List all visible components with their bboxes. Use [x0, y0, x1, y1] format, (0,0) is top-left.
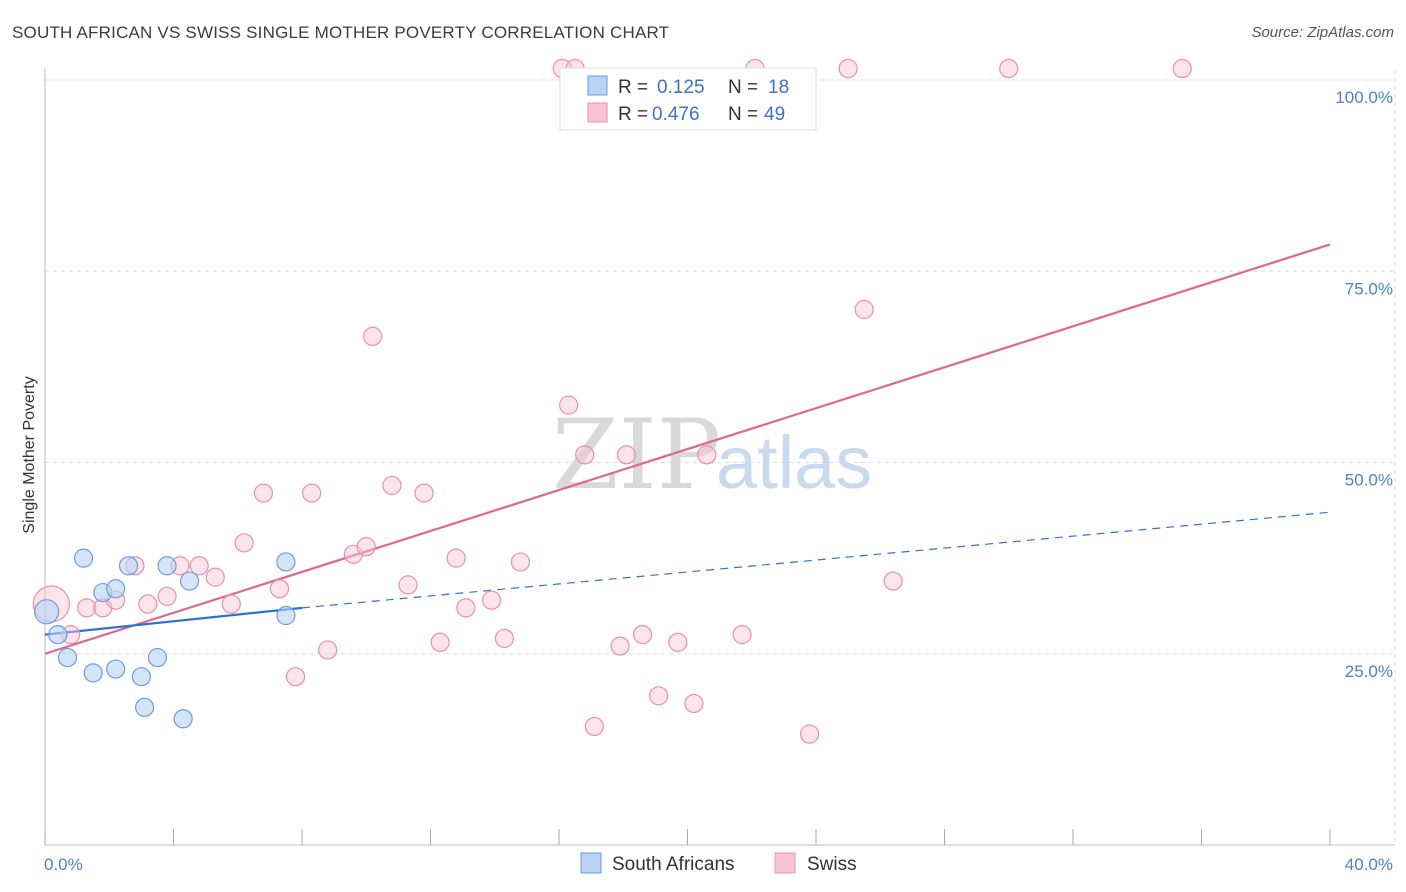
x-tick-label-min: 0.0% — [44, 855, 83, 874]
y-tick-label-50: 50.0% — [1345, 471, 1393, 490]
bottom-legend-south-africans: South Africans — [612, 854, 735, 875]
point-swiss-20 — [363, 326, 383, 346]
source-label: Source: ZipAtlas.com — [1251, 24, 1394, 41]
point-south-africans-9 — [131, 667, 151, 687]
point-swiss-14 — [269, 579, 290, 599]
legend-r-label-1: R = — [618, 77, 648, 98]
point-swiss-16 — [302, 483, 322, 503]
bottom-legend-swatch-swiss — [774, 852, 796, 874]
y-tick-label-75: 75.0% — [1345, 279, 1393, 298]
point-south-africans-15 — [276, 552, 296, 572]
point-south-africans-4 — [83, 663, 103, 683]
trend-lines — [44, 243, 1331, 655]
point-south-africans-14 — [179, 571, 200, 591]
legend-n-label-2: N = — [728, 104, 758, 125]
point-swiss-23 — [414, 483, 434, 503]
legend: R = 0.125 N = 18 R = 0.476 N = 49 — [559, 67, 817, 131]
point-swiss-24 — [430, 632, 450, 652]
point-swiss-27 — [481, 590, 502, 610]
tick-labels: 25.0% 50.0% 75.0% 100.0% 0.0% 40.0% — [44, 88, 1393, 874]
point-swiss-38 — [648, 686, 669, 706]
legend-r-value-1: 0.125 — [657, 77, 705, 98]
point-south-africans-12 — [157, 556, 177, 576]
point-swiss-2 — [77, 598, 97, 618]
point-swiss-47 — [883, 571, 903, 591]
point-swiss-17 — [318, 640, 338, 660]
point-south-africans-3 — [73, 548, 94, 568]
point-swiss-30 — [559, 395, 579, 415]
point-swiss-42 — [732, 625, 752, 645]
point-swiss-44 — [799, 724, 820, 744]
point-south-africans-0 — [34, 599, 60, 625]
trend-line-swiss — [44, 243, 1331, 655]
bottom-legend-swiss: Swiss — [807, 854, 857, 875]
point-swiss-37 — [632, 625, 653, 645]
point-swiss-45 — [838, 58, 858, 79]
point-swiss-49 — [1172, 58, 1192, 79]
point-swiss-10 — [205, 567, 225, 587]
y-axis-label: Single Mother Poverty — [21, 376, 38, 533]
data-points — [32, 58, 1192, 744]
point-swiss-48 — [999, 58, 1019, 79]
point-south-africans-11 — [147, 647, 168, 668]
point-swiss-26 — [456, 598, 476, 618]
watermark-atlas: atlas — [716, 421, 872, 504]
point-south-africans-2 — [57, 647, 78, 668]
point-swiss-15 — [285, 667, 306, 687]
point-south-africans-7 — [106, 659, 126, 679]
y-tick-label-100: 100.0% — [1335, 88, 1393, 107]
legend-swatch-south-africans — [587, 75, 608, 96]
point-south-africans-16 — [276, 605, 296, 626]
bottom-legend: South Africans Swiss — [580, 852, 857, 875]
point-south-africans-6 — [106, 579, 126, 599]
point-swiss-40 — [684, 693, 704, 714]
point-swiss-6 — [138, 594, 158, 614]
point-south-africans-13 — [173, 709, 193, 729]
point-swiss-25 — [446, 548, 466, 568]
chart-title: SOUTH AFRICAN VS SWISS SINGLE MOTHER POV… — [12, 23, 670, 42]
point-swiss-19 — [356, 537, 376, 557]
point-swiss-11 — [221, 594, 241, 614]
point-swiss-29 — [510, 552, 531, 572]
point-swiss-46 — [854, 299, 874, 320]
legend-r-value-2: 0.476 — [652, 104, 700, 125]
point-swiss-22 — [398, 575, 418, 595]
legend-n-value-2: 49 — [764, 104, 785, 125]
point-swiss-36 — [616, 445, 637, 465]
point-south-africans-8 — [118, 556, 139, 576]
y-tick-label-25: 25.0% — [1345, 662, 1393, 681]
point-swiss-41 — [697, 445, 717, 465]
trend-line-south-africans-dashed — [301, 511, 1331, 609]
legend-n-value-1: 18 — [768, 77, 789, 98]
point-swiss-21 — [382, 475, 402, 496]
watermark-zip: ZIP — [552, 399, 721, 511]
point-swiss-34 — [584, 716, 604, 737]
point-swiss-31 — [575, 445, 595, 465]
bottom-legend-swatch-south-africans — [580, 852, 602, 874]
legend-swatch-swiss — [587, 102, 608, 123]
point-swiss-13 — [253, 483, 274, 503]
point-swiss-28 — [494, 628, 514, 649]
legend-r-label-2: R = — [618, 104, 648, 125]
trend-line-south-africans — [44, 606, 303, 636]
point-swiss-12 — [234, 533, 254, 553]
axes — [44, 68, 1395, 846]
point-swiss-9 — [189, 556, 209, 576]
point-south-africans-10 — [134, 697, 155, 717]
x-tick-label-max: 40.0% — [1345, 855, 1393, 874]
point-swiss-35 — [610, 636, 630, 656]
point-swiss-7 — [157, 586, 177, 606]
point-swiss-39 — [668, 632, 688, 652]
point-south-africans-1 — [48, 625, 68, 645]
legend-n-label-1: N = — [728, 77, 758, 98]
